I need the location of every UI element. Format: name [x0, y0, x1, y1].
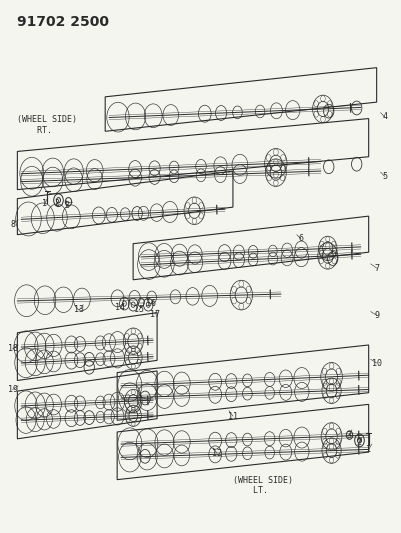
- Text: 18: 18: [8, 344, 18, 353]
- Text: 12: 12: [211, 449, 221, 458]
- Text: 11: 11: [227, 411, 237, 421]
- Text: 1: 1: [365, 445, 370, 454]
- Text: 15: 15: [134, 305, 144, 314]
- Text: (WHEEL SIDE)
    RT.: (WHEEL SIDE) RT.: [17, 115, 77, 135]
- Text: 14: 14: [115, 303, 125, 312]
- Text: 17: 17: [150, 310, 160, 319]
- Text: 1: 1: [42, 199, 47, 208]
- Text: 3: 3: [64, 201, 69, 210]
- Text: 2: 2: [355, 438, 360, 447]
- Text: 5: 5: [381, 172, 386, 181]
- Text: 16: 16: [146, 299, 156, 308]
- Text: 4: 4: [381, 112, 386, 122]
- Text: 19: 19: [8, 385, 18, 394]
- Text: 9: 9: [373, 311, 378, 320]
- Text: 2: 2: [54, 199, 59, 208]
- Text: 3: 3: [345, 431, 350, 440]
- Text: 7: 7: [373, 264, 378, 272]
- Text: 10: 10: [371, 359, 381, 367]
- Text: (WHEEL SIDE)
    LT.: (WHEEL SIDE) LT.: [232, 476, 292, 495]
- Text: 91702 2500: 91702 2500: [17, 14, 109, 29]
- Text: 13: 13: [74, 305, 84, 314]
- Text: 8: 8: [10, 220, 15, 229]
- Text: 6: 6: [298, 235, 302, 244]
